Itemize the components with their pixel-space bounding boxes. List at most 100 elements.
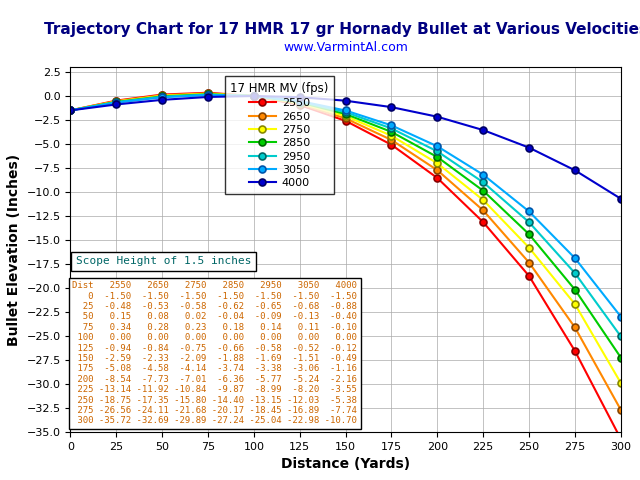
2950 — [525, 219, 533, 225]
2750 — [342, 113, 349, 119]
2550 — [67, 108, 74, 113]
2650 — [67, 108, 74, 113]
2850 — [113, 99, 120, 105]
Line: 2750: 2750 — [67, 90, 624, 386]
2650 — [525, 260, 533, 265]
2550 — [525, 273, 533, 279]
2950 — [617, 334, 625, 339]
4000 — [479, 127, 487, 133]
2550 — [158, 92, 166, 97]
2750 — [617, 380, 625, 386]
2650 — [113, 98, 120, 104]
2650 — [342, 116, 349, 121]
2550 — [388, 142, 396, 148]
2750 — [113, 99, 120, 105]
2650 — [617, 407, 625, 413]
Text: Dist   2550   2650   2750   2850   2950   3050   4000
   0  -1.50  -1.50  -1.50 : Dist 2550 2650 2750 2850 2950 3050 4000 … — [72, 281, 357, 425]
2950 — [388, 126, 396, 132]
4000 — [250, 93, 258, 99]
Legend: 2550, 2650, 2750, 2850, 2950, 3050, 4000: 2550, 2650, 2750, 2850, 2950, 3050, 4000 — [225, 76, 334, 194]
4000 — [158, 97, 166, 103]
2750 — [571, 301, 579, 307]
Text: Trajectory Chart for 17 HMR 17 gr Hornady Bullet at Various Velocities: Trajectory Chart for 17 HMR 17 gr Hornad… — [44, 22, 640, 36]
3050 — [571, 255, 579, 261]
2950 — [204, 92, 212, 97]
2850 — [479, 188, 487, 193]
2550 — [296, 102, 303, 108]
Line: 4000: 4000 — [67, 93, 624, 202]
4000 — [296, 94, 303, 100]
4000 — [113, 102, 120, 108]
2550 — [479, 219, 487, 225]
2650 — [433, 168, 441, 173]
2850 — [67, 108, 74, 113]
2850 — [342, 111, 349, 117]
3050 — [250, 93, 258, 99]
2950 — [571, 270, 579, 276]
2950 — [250, 93, 258, 99]
Line: 2950: 2950 — [67, 91, 624, 340]
3050 — [296, 98, 303, 104]
3050 — [433, 144, 441, 149]
2550 — [342, 118, 349, 124]
Text: Scope Height of 1.5 inches: Scope Height of 1.5 inches — [76, 256, 252, 266]
2650 — [204, 90, 212, 96]
3050 — [388, 122, 396, 128]
2650 — [479, 207, 487, 213]
2750 — [525, 245, 533, 251]
Line: 2850: 2850 — [67, 91, 624, 361]
Line: 2650: 2650 — [67, 90, 624, 413]
2750 — [204, 91, 212, 96]
3050 — [617, 314, 625, 320]
2950 — [296, 99, 303, 105]
Line: 2550: 2550 — [67, 89, 624, 443]
Line: 3050: 3050 — [67, 92, 624, 320]
2850 — [388, 129, 396, 135]
4000 — [617, 196, 625, 202]
2650 — [158, 92, 166, 98]
4000 — [204, 94, 212, 100]
2550 — [433, 175, 441, 181]
2650 — [571, 324, 579, 330]
X-axis label: Distance (Yards): Distance (Yards) — [281, 457, 410, 471]
2650 — [250, 93, 258, 99]
2850 — [296, 99, 303, 105]
2850 — [204, 91, 212, 97]
3050 — [342, 108, 349, 113]
2850 — [617, 355, 625, 360]
2750 — [250, 93, 258, 99]
2850 — [250, 93, 258, 99]
4000 — [525, 145, 533, 151]
2750 — [67, 108, 74, 113]
2550 — [571, 348, 579, 354]
2550 — [617, 436, 625, 442]
3050 — [204, 92, 212, 98]
2950 — [342, 109, 349, 115]
2750 — [479, 197, 487, 203]
4000 — [67, 108, 74, 113]
2650 — [388, 137, 396, 143]
2850 — [571, 287, 579, 292]
2950 — [113, 99, 120, 105]
3050 — [525, 209, 533, 215]
2850 — [525, 231, 533, 237]
3050 — [113, 100, 120, 106]
4000 — [388, 104, 396, 110]
2850 — [433, 154, 441, 160]
4000 — [433, 114, 441, 120]
2950 — [433, 148, 441, 154]
Y-axis label: Bullet Elevation (Inches): Bullet Elevation (Inches) — [7, 154, 21, 346]
2550 — [113, 98, 120, 104]
2750 — [433, 160, 441, 166]
3050 — [479, 172, 487, 178]
Text: www.VarmintAl.com: www.VarmintAl.com — [283, 41, 408, 54]
2950 — [67, 108, 74, 113]
2750 — [158, 93, 166, 99]
4000 — [571, 168, 579, 173]
2850 — [158, 94, 166, 99]
2950 — [479, 180, 487, 185]
2750 — [388, 133, 396, 139]
2550 — [204, 90, 212, 96]
2750 — [296, 100, 303, 106]
3050 — [67, 108, 74, 113]
